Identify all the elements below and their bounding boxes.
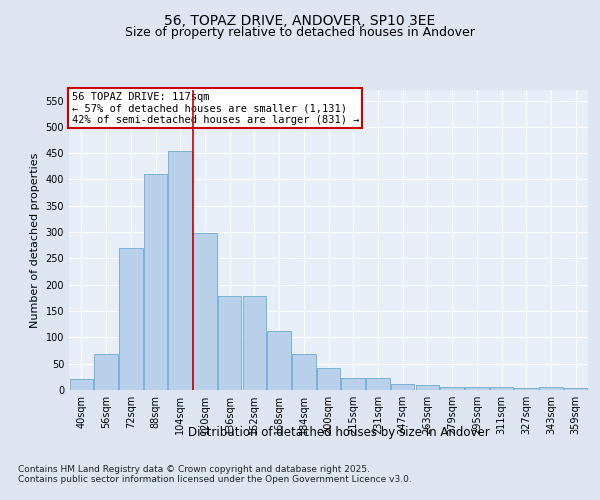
Bar [341,378,365,390]
Bar [440,387,464,390]
Bar [366,378,389,390]
Bar [490,388,513,390]
Bar [514,388,538,390]
Bar [70,380,93,390]
Bar [391,384,415,390]
Text: Contains HM Land Registry data © Crown copyright and database right 2025.: Contains HM Land Registry data © Crown c… [18,464,370,473]
Bar [218,296,241,390]
Bar [292,354,316,390]
Bar [317,368,340,390]
Bar [193,233,217,390]
Text: 56, TOPAZ DRIVE, ANDOVER, SP10 3EE: 56, TOPAZ DRIVE, ANDOVER, SP10 3EE [164,14,436,28]
Bar [268,330,291,390]
Bar [242,296,266,390]
Bar [416,384,439,390]
Text: 56 TOPAZ DRIVE: 117sqm
← 57% of detached houses are smaller (1,131)
42% of semi-: 56 TOPAZ DRIVE: 117sqm ← 57% of detached… [71,92,359,124]
Y-axis label: Number of detached properties: Number of detached properties [30,152,40,328]
Text: Distribution of detached houses by size in Andover: Distribution of detached houses by size … [188,426,490,439]
Bar [144,174,167,390]
Bar [465,387,488,390]
Bar [119,248,143,390]
Bar [94,354,118,390]
Bar [169,150,192,390]
Text: Size of property relative to detached houses in Andover: Size of property relative to detached ho… [125,26,475,39]
Bar [564,388,587,390]
Text: Contains public sector information licensed under the Open Government Licence v3: Contains public sector information licen… [18,474,412,484]
Bar [539,388,563,390]
